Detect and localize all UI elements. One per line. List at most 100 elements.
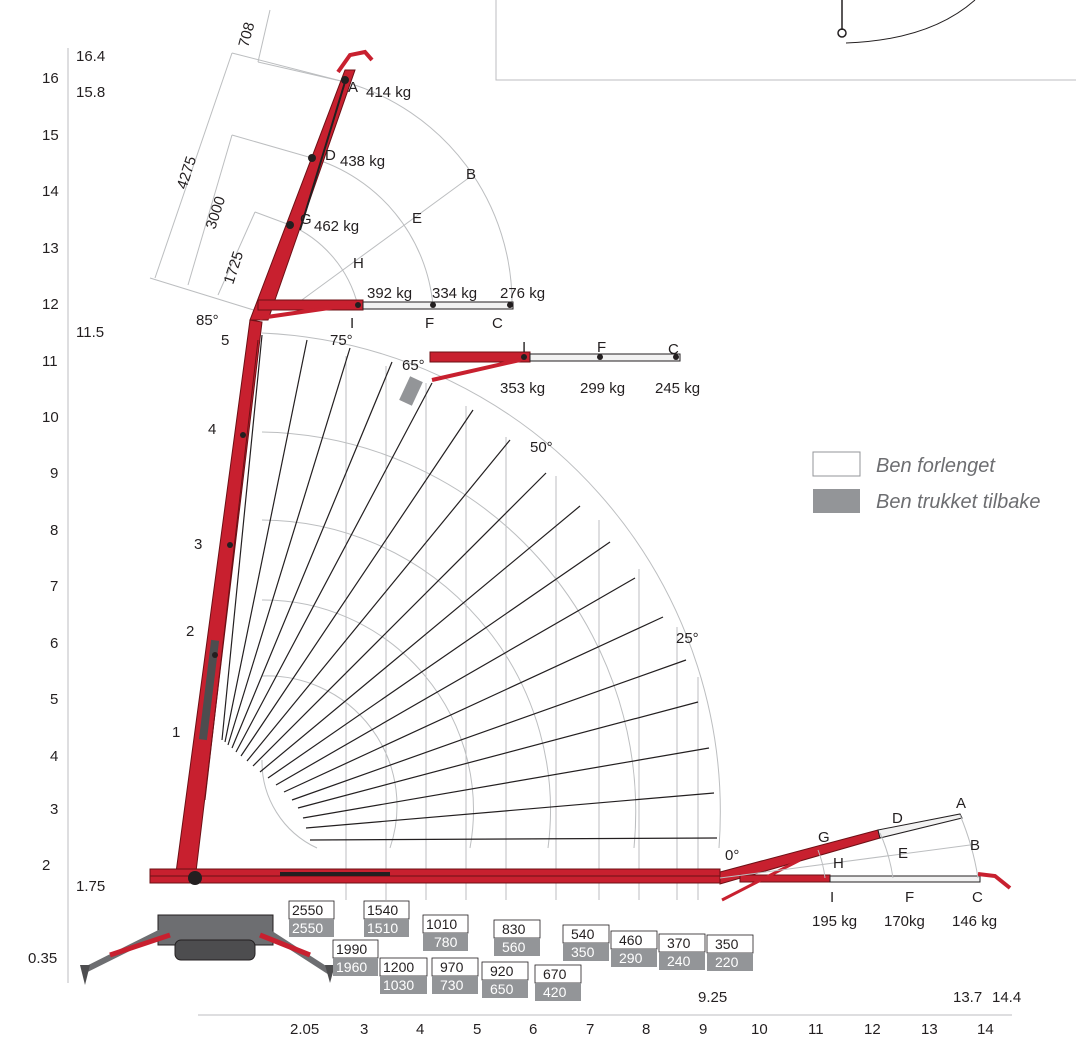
x-tick-6: 6 xyxy=(529,1021,537,1038)
load-cell-3: 1200 1030 xyxy=(379,957,428,994)
envelope-vertical-lines xyxy=(345,356,699,900)
y-tick-15: 15 xyxy=(42,127,59,144)
x-tick-12: 12 xyxy=(864,1021,881,1038)
envelope-radial-lines xyxy=(221,334,718,841)
load-w-3: 1200 xyxy=(383,959,414,975)
crane-base xyxy=(80,871,335,985)
y-tick-2: 2 xyxy=(42,857,50,874)
point-I-0: I xyxy=(830,889,834,906)
load-cell-2: 1540 1510 xyxy=(363,900,410,937)
load-cell-11: 370 240 xyxy=(658,933,706,970)
crane-boom-horizontal xyxy=(149,868,721,884)
y-tick-10: 10 xyxy=(42,409,59,426)
y-extra-0-35: 0.35 xyxy=(28,950,57,967)
point-G-0: G xyxy=(818,829,830,846)
load-cell-1: 1990 1960 xyxy=(332,939,379,976)
section-2: 2 xyxy=(186,623,194,640)
x-tick-13: 13 xyxy=(921,1021,938,1038)
load-cell-8: 670 420 xyxy=(534,964,582,1001)
angle-50: 50° xyxy=(530,439,553,456)
load-g-3: 1030 xyxy=(383,977,414,993)
load-g-2: 1510 xyxy=(367,920,398,936)
point-C-65: C xyxy=(668,341,679,358)
angle-85: 85° xyxy=(196,312,219,329)
jib-65deg xyxy=(399,351,681,406)
section-3: 3 xyxy=(194,536,202,553)
load-C-65: 245 kg xyxy=(655,380,700,397)
point-I-65: I xyxy=(522,339,526,356)
load-g-1: 1960 xyxy=(336,959,367,975)
jib-top-labels: A 414 kg D 438 kg G 462 kg H B E 392 kg … xyxy=(300,79,545,332)
load-g-11: 240 xyxy=(667,953,691,969)
x-tick-5: 5 xyxy=(473,1021,481,1038)
dim-708: 708 xyxy=(235,20,258,49)
load-D-top: 438 kg xyxy=(340,153,385,170)
point-C-0: C xyxy=(972,889,983,906)
load-I-65: 353 kg xyxy=(500,380,545,397)
boom-section-labels: 1 2 3 4 5 xyxy=(172,332,229,741)
point-B-top: B xyxy=(466,166,476,183)
top-jib-arcs xyxy=(289,81,513,307)
y-tick-5: 5 xyxy=(50,691,58,708)
dimension-labels: 708 4275 3000 1725 xyxy=(174,20,259,286)
load-w-11: 370 xyxy=(667,935,691,951)
point-D-0: D xyxy=(892,810,903,827)
angle-25: 25° xyxy=(676,630,699,647)
load-g-7: 650 xyxy=(490,981,514,997)
section-1: 1 xyxy=(172,724,180,741)
load-w-2: 1540 xyxy=(367,902,398,918)
x-tick-10: 10 xyxy=(751,1021,768,1038)
point-E-0: E xyxy=(898,845,908,862)
load-G-top: 462 kg xyxy=(314,218,359,235)
load-g-12: 220 xyxy=(715,954,739,970)
y-extra-11-5: 11.5 xyxy=(76,324,104,341)
point-H-0: H xyxy=(833,855,844,872)
load-w-1: 1990 xyxy=(336,941,367,957)
load-cell-4: 1010 780 xyxy=(422,914,469,951)
load-cell-6: 830 560 xyxy=(493,919,541,956)
crane-boom-vertical xyxy=(174,319,263,881)
dim-1725: 1725 xyxy=(221,249,247,286)
load-w-0: 2550 xyxy=(292,902,323,918)
load-A-top: 414 kg xyxy=(366,84,411,101)
y-tick-8: 8 xyxy=(50,522,58,539)
load-C-0: 146 kg xyxy=(952,913,997,930)
x-tick-7: 7 xyxy=(586,1021,594,1038)
dim-3000: 3000 xyxy=(203,194,229,231)
point-E-top: E xyxy=(412,210,422,227)
load-w-10: 460 xyxy=(619,932,643,948)
legend-label-0: Ben forlenget xyxy=(876,455,996,477)
point-F-0: F xyxy=(905,889,914,906)
jib-85deg xyxy=(249,49,374,321)
jib-0-labels: A D G B E H I F C 195 kg 170kg 146 kg xyxy=(812,795,997,930)
x-extra-13-7: 13.7 xyxy=(953,989,982,1006)
y-tick-6: 6 xyxy=(50,635,58,652)
legend-swatch-white xyxy=(812,451,861,477)
x-tick-8: 8 xyxy=(642,1021,650,1038)
x-extra-14-4: 14.4 xyxy=(992,989,1021,1006)
jib-65-labels: I F C 353 kg 299 kg 245 kg xyxy=(500,339,700,397)
dim-4275: 4275 xyxy=(174,154,200,191)
load-g-5: 730 xyxy=(440,977,464,993)
load-cell-0: 2550 2550 xyxy=(288,900,335,937)
load-F-0: 170kg xyxy=(884,913,925,930)
load-w-7: 920 xyxy=(490,963,514,979)
load-g-8: 420 xyxy=(543,984,567,1000)
y-tick-13: 13 xyxy=(42,240,59,257)
y-extra-1-75: 1.75 xyxy=(76,878,105,895)
legend: Ben forlenget Ben trukket tilbake xyxy=(812,451,1041,513)
load-g-0: 2550 xyxy=(292,920,323,936)
jib-horizontal-top xyxy=(257,299,514,320)
y-tick-3: 3 xyxy=(50,801,58,818)
y-tick-labels: 2 3 4 5 6 7 8 9 10 11 12 13 14 15 16 16.… xyxy=(28,48,105,967)
x-tick-14: 14 xyxy=(977,1021,994,1038)
x-tick-11: 11 xyxy=(808,1021,824,1038)
x-tick-3: 3 xyxy=(360,1021,368,1038)
section-5: 5 xyxy=(221,332,229,349)
jib-0deg xyxy=(719,813,1012,902)
load-w-8: 670 xyxy=(543,966,567,982)
load-w-6: 830 xyxy=(502,921,526,937)
y-tick-16: 16 xyxy=(42,70,59,87)
load-C-top: 276 kg xyxy=(500,285,545,302)
load-g-4: 780 xyxy=(434,934,458,950)
